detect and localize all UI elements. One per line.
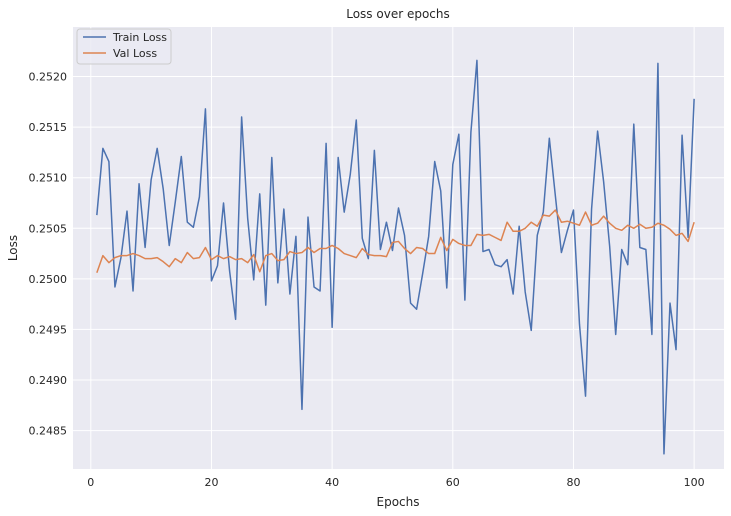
legend: Train Loss Val Loss (76, 28, 172, 65)
x-tick-label: 60 (446, 476, 460, 489)
y-tick-label: 0.2510 (29, 172, 68, 185)
x-axis-label: Epochs (377, 495, 420, 509)
x-tick-label: 0 (87, 476, 94, 489)
y-tick-label: 0.2495 (29, 323, 68, 336)
x-tick-label: 100 (684, 476, 705, 489)
y-tick-label: 0.2520 (29, 71, 68, 84)
legend-label-val-loss: Val Loss (113, 47, 157, 60)
tick-labels: 0 20 40 60 80 100 0.2485 0.2490 0.2495 0.2500 0.25… (29, 71, 705, 489)
chart-title: Loss over epochs (346, 7, 450, 21)
y-tick-label: 0.2505 (29, 222, 68, 235)
x-tick-label: 80 (566, 476, 580, 489)
y-tick-label: 0.2485 (29, 425, 68, 438)
legend-label-train-loss: Train Loss (112, 31, 167, 44)
y-tick-label: 0.2490 (29, 374, 68, 387)
series-layer (96, 59, 695, 455)
series-line-val-loss (96, 209, 695, 274)
y-tick-label: 0.2515 (29, 121, 68, 134)
y-tick-label: 0.2500 (29, 273, 68, 286)
x-tick-label: 20 (204, 476, 218, 489)
x-tick-label: 40 (325, 476, 339, 489)
plot-area (73, 27, 724, 469)
y-axis-label: Loss (6, 235, 20, 261)
series-line-train-loss (96, 59, 695, 455)
